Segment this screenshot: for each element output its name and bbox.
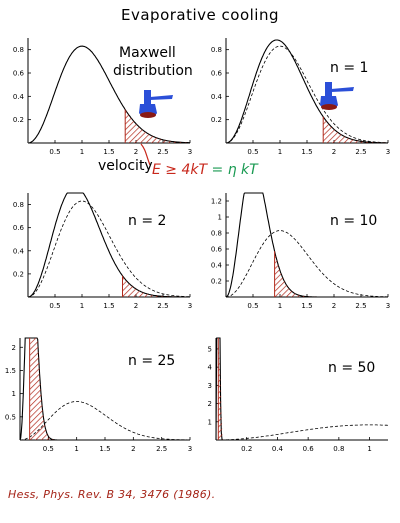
- x-tick-label: 2: [134, 148, 138, 156]
- energy-cutoff-label: E ≥ 4kT = η kT: [152, 162, 258, 178]
- evaporation-trap-icon: [320, 82, 354, 110]
- y-tick-label: 5: [208, 345, 212, 353]
- y-tick-label: 1.5: [5, 367, 16, 375]
- y-tick-label: 0.2: [211, 278, 222, 286]
- y-tick-label: 0.8: [13, 46, 24, 54]
- initial-distribution-line: [216, 424, 388, 441]
- x-tick-label: 0.2: [241, 445, 252, 453]
- x-tick-label: 2.5: [157, 148, 168, 156]
- y-tick-label: 0.6: [211, 70, 223, 78]
- chart-panel-5: 0.5 1 1.5 2 2.5 3 0.5 1 1.5 2 n = 25: [5, 337, 192, 453]
- x-tick-label: 0.5: [247, 148, 258, 156]
- x-tick-label: 2.5: [157, 302, 168, 310]
- x-tick-label: 1: [80, 302, 84, 310]
- x-tick-label: 2.5: [355, 148, 366, 156]
- x-tick-label: 3: [188, 148, 192, 156]
- y-tick-label: 1.2: [211, 198, 222, 206]
- x-tick-label: 0.5: [247, 302, 258, 310]
- y-tick-label: 0.2: [13, 270, 24, 278]
- initial-distribution-line: [28, 200, 190, 298]
- x-tick-label: 0.4: [272, 445, 284, 453]
- y-tick-label: 0.6: [211, 246, 223, 254]
- evaporated-tail: [29, 338, 190, 440]
- x-tick-label: 0.8: [333, 445, 344, 453]
- x-tick-label: 0.5: [49, 302, 60, 310]
- y-tick-label: 0.4: [13, 93, 25, 101]
- panel-label: n = 1: [330, 60, 368, 76]
- panel-label: n = 10: [330, 213, 377, 229]
- y-tick-label: 3: [208, 382, 212, 390]
- x-tick-label: 1.5: [99, 445, 110, 453]
- panel-label: n = 25: [128, 353, 175, 369]
- y-tick-label: 4: [208, 364, 213, 372]
- energy-cutoff-right: η kT: [227, 162, 258, 178]
- x-tick-label: 1: [278, 302, 282, 310]
- y-tick-label: 2: [12, 344, 16, 352]
- initial-distribution-line: [226, 230, 388, 298]
- maxwell-label: Maxwell distribution: [113, 45, 193, 79]
- x-tick-label: 2.5: [355, 302, 366, 310]
- panel-label: n = 50: [328, 360, 375, 376]
- x-tick-label: 1: [80, 148, 84, 156]
- y-tick-label: 0.5: [5, 413, 16, 421]
- x-tick-label: 1.5: [301, 148, 312, 156]
- evaporation-trap-icon: [139, 90, 173, 118]
- y-tick-label: 0.2: [211, 116, 222, 124]
- x-tick-label: 0.5: [49, 148, 60, 156]
- y-tick-label: 1: [12, 390, 16, 398]
- y-tick-label: 0.6: [13, 70, 25, 78]
- x-tick-label: 2: [134, 302, 138, 310]
- x-tick-label: 1.5: [103, 148, 114, 156]
- x-tick-label: 0.6: [303, 445, 315, 453]
- current-distribution-line: [225, 192, 388, 298]
- y-tick-label: 0.4: [211, 93, 223, 101]
- current-distribution-line: [27, 192, 190, 298]
- initial-distribution-line: [20, 401, 190, 441]
- y-tick-label: 0.8: [211, 230, 222, 238]
- x-tick-label: 1.5: [103, 302, 114, 310]
- x-tick-label: 1: [367, 445, 371, 453]
- reference-citation: Hess, Phys. Rev. B 34, 3476 (1986).: [8, 488, 216, 501]
- x-tick-label: 3: [188, 445, 192, 453]
- y-tick-label: 0.4: [211, 262, 223, 270]
- x-tick-label: 2: [131, 445, 135, 453]
- y-tick-label: 2: [208, 400, 212, 408]
- velocity-label: velocity: [98, 158, 153, 174]
- panel-label: n = 2: [128, 213, 166, 229]
- cutoff-pointer: [140, 143, 151, 166]
- y-tick-label: 0.4: [13, 247, 25, 255]
- evaporated-tail: [125, 109, 190, 143]
- page-title: Evaporative cooling: [121, 6, 279, 24]
- chart-panel-6: 0.2 0.4 0.6 0.8 1 1 2 3 4 5 n = 50: [208, 337, 388, 453]
- chart-panel-2: 0.5 1 1.5 2 2.5 3 0.2 0.4 0.6 0.8 n = 1: [211, 38, 390, 156]
- y-tick-label: 0.8: [211, 46, 222, 54]
- y-tick-label: 1: [218, 214, 222, 222]
- current-distribution-line: [226, 39, 388, 144]
- x-tick-label: 1: [278, 148, 282, 156]
- x-tick-label: 3: [188, 302, 192, 310]
- x-tick-label: 1: [74, 445, 78, 453]
- x-tick-label: 3: [386, 148, 390, 156]
- y-tick-label: 0.6: [13, 224, 25, 232]
- initial-distribution-line: [226, 45, 388, 144]
- energy-cutoff-eq: =: [211, 162, 224, 178]
- chart-panel-4: 0.5 1 1.5 2 2.5 3 0.2 0.4 0.6 0.8 1 1.2 n = 10: [211, 192, 390, 310]
- current-distribution-line: [215, 337, 388, 441]
- chart-panel-1: 0.5 1 1.5 2 2.5 3 0.2 0.4 0.6 0.8: [13, 38, 192, 156]
- x-tick-label: 2.5: [156, 445, 167, 453]
- x-tick-label: 0.5: [43, 445, 54, 453]
- y-tick-label: 0.2: [13, 116, 24, 124]
- x-tick-label: 2: [332, 148, 336, 156]
- evaporated-tail: [323, 116, 388, 143]
- y-tick-label: 0.8: [13, 201, 24, 209]
- energy-cutoff-left: E ≥ 4kT: [152, 162, 208, 178]
- x-tick-label: 2: [332, 302, 336, 310]
- evaporated-tail: [274, 251, 388, 297]
- chart-panel-3: 0.5 1 1.5 2 2.5 3 0.2 0.4 0.6 0.8 n = 2: [13, 192, 192, 310]
- x-tick-label: 3: [386, 302, 390, 310]
- x-tick-label: 1.5: [301, 302, 312, 310]
- evaporated-tail: [122, 275, 190, 297]
- y-tick-label: 1: [208, 418, 212, 426]
